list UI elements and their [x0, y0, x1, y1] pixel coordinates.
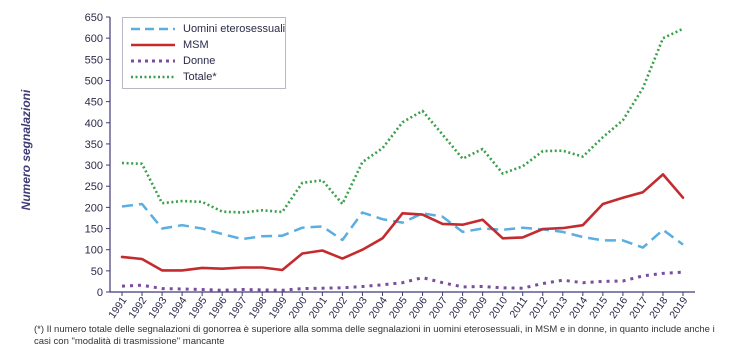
x-tick-label: 2019: [667, 295, 690, 321]
legend-label: MSM: [183, 39, 209, 51]
x-tick-label: 2017: [627, 295, 650, 321]
y-tick-label: 450: [85, 97, 103, 109]
y-tick-label: 350: [85, 139, 103, 151]
series-lines: [120, 27, 685, 292]
x-tick-label: 1991: [106, 295, 129, 321]
y-tick-label: 500: [85, 75, 103, 87]
series-line-totale: [121, 27, 684, 214]
y-tick-label: 250: [85, 181, 103, 193]
y-tick-label: 150: [85, 224, 103, 236]
x-tick-label: 2012: [527, 295, 550, 321]
y-tick-label: 300: [85, 160, 103, 172]
x-tick-label: 1999: [267, 295, 290, 321]
x-tick-label: 2009: [467, 295, 490, 321]
x-tick-label: 2001: [307, 295, 330, 321]
x-tick-label: 2003: [347, 295, 370, 321]
x-tick-label: 1993: [146, 295, 169, 321]
x-tick-label: 2016: [607, 295, 630, 321]
x-tick-label: 1996: [206, 295, 229, 321]
series-line-donne: [121, 270, 684, 292]
footnote: (*) Il numero totale delle segnalazioni …: [34, 324, 715, 347]
legend-label: Donne: [183, 55, 216, 67]
x-tick-label: 2005: [387, 295, 410, 321]
x-tick-label: 2006: [407, 295, 430, 321]
y-tick-label: 650: [85, 12, 103, 24]
x-tick-label: 1995: [186, 295, 209, 321]
y-tick-label: 0: [97, 287, 103, 299]
x-tick-label: 1992: [126, 295, 149, 321]
y-tick-label: 600: [85, 33, 103, 45]
y-tick-label: 400: [85, 118, 103, 130]
x-tick-label: 1997: [226, 295, 249, 321]
y-axis-label: Numero segnalazioni: [19, 89, 33, 211]
x-tick-label: 2000: [287, 295, 310, 321]
y-tick-label: 550: [85, 54, 103, 66]
x-tick-label: 2002: [327, 295, 350, 321]
series-line-msm: [120, 173, 685, 272]
x-tick-label: 2008: [447, 295, 470, 321]
legend-label: Totale*: [183, 71, 217, 83]
y-axis-ticks: 0 50 100 150 200 250 300 350 400 450 500 550 600 650: [85, 12, 110, 299]
x-tick-label: 2004: [367, 295, 390, 321]
x-axis-ticks: 1991199219931994199519961997199819992000…: [106, 292, 691, 321]
x-tick-label: 2011: [507, 295, 530, 321]
series-line-uomini-eterosessuali: [121, 202, 684, 249]
x-tick-label: 1994: [166, 295, 189, 321]
x-tick-label: 2014: [567, 295, 590, 321]
x-tick-label: 1998: [246, 295, 269, 321]
y-tick-label: 50: [91, 266, 103, 278]
x-tick-label: 2015: [587, 295, 610, 321]
y-tick-label: 100: [85, 245, 103, 257]
x-tick-label: 2007: [427, 295, 450, 321]
x-tick-label: 2013: [547, 295, 570, 321]
legend: Uomini eterosessuali MSM Donne Totale*: [122, 17, 286, 89]
legend-label: Uomini eterosessuali: [183, 23, 286, 35]
x-tick-label: 2010: [487, 295, 510, 321]
x-tick-label: 2018: [647, 295, 670, 321]
y-tick-label: 200: [85, 202, 103, 214]
